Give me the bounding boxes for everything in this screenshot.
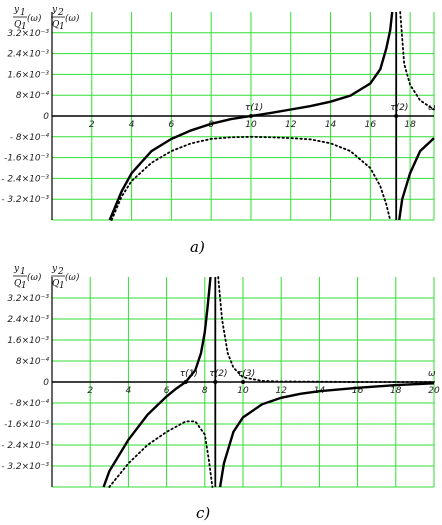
series-line-dotted [399,11,435,111]
svg-text:2: 2 [57,267,64,277]
y-tick-label: 3.2×10⁻³ [7,294,49,304]
svg-text:1: 1 [20,8,26,18]
y-tick-label: -1.6×10⁻³ [4,420,49,430]
x-tick-label: 2 [89,120,95,130]
x-tick-label: 6 [169,120,175,130]
y-tick-label: - 3.2×10⁻³ [1,195,49,205]
svg-text:Q: Q [14,279,22,289]
x-tick-label: 8 [202,386,208,396]
svg-text:1: 1 [59,281,65,291]
x-tick-label: 12 [285,120,297,130]
plot-area: 2 4 6 8 10 12 14 16 183.2×10⁻³2.4×10⁻³1.6×10⁻³8×… [1,11,436,221]
series-line-dotted [110,135,392,221]
tau-label: τ(1) [245,103,263,113]
series-line-solid [102,276,212,488]
y-tick-label: -1.6×10⁻³ [4,154,49,164]
tau-label: τ(2) [209,369,227,379]
svg-text:(ω): (ω) [65,272,80,283]
svg-text:1: 1 [21,22,27,32]
x-tick-label: 4 [126,386,132,396]
y-tick-label: 0 [43,378,49,388]
y-tick-label: 1.6×10⁻³ [7,70,49,80]
x-tick-label: 16 [352,386,364,396]
series-line-solid [218,382,435,488]
y-tick-label: 8×10⁻⁴ [16,357,49,367]
svg-text:1: 1 [20,267,26,277]
caption-c: c) [196,504,210,522]
x-tick-label: 6 [164,386,170,396]
svg-text:Q: Q [14,20,22,30]
y-tick-label: 3.2×10⁻³ [7,29,49,39]
tau-marker [183,380,188,384]
svg-text:y: y [13,264,20,274]
series-line-dotted [217,276,435,383]
svg-text:Q: Q [52,20,60,30]
svg-text:y: y [13,5,20,15]
svg-text:(ω): (ω) [65,13,80,24]
svg-text:Q: Q [52,279,60,289]
svg-text:2: 2 [57,8,64,18]
y-tick-label: - 8×10⁻⁴ [10,399,50,409]
tau-label: τ(3) [237,369,255,379]
x-tick-label: 10 [237,386,249,396]
x-axis-label: ω [428,103,436,113]
x-tick-label: 4 [129,120,135,130]
y-tick-label: 2.4×10⁻³ [7,315,49,325]
tau-marker [213,380,218,384]
svg-text:1: 1 [21,281,27,291]
y-tick-label: 8×10⁻⁴ [16,91,49,101]
x-tick-label: 14 [325,120,337,130]
svg-text:(ω): (ω) [27,13,42,24]
tau-label: τ(2) [390,103,408,113]
y-tick-label: - 8×10⁻⁴ [10,133,50,143]
y-axis-label-a: y 1 Q 1 (ω) y 2 Q 1 (ω) [13,5,80,32]
x-tick-label: 18 [404,120,416,130]
y-tick-label: 2.4×10⁻³ [7,50,49,60]
svg-text:1: 1 [59,22,65,32]
y-tick-label: - 2.4×10⁻³ [1,174,49,184]
x-tick-label: 10 [245,120,257,130]
x-tick-label: 12 [275,386,287,396]
series-line-solid [108,11,394,221]
svg-text:y: y [51,264,58,274]
y-axis-label-c: y 1 Q 1 (ω) y 2 Q 1 (ω) [13,264,80,291]
caption-a: a) [190,238,205,256]
series-line-solid [398,137,435,221]
y-tick-label: 1.6×10⁻³ [7,336,49,346]
plot-area: 2 4 6 8 10 12 14 16 18 203.2×10⁻³2.4×10⁻³1.6×10⁻³… [1,276,440,488]
svg-text:y: y [51,5,58,15]
svg-text:(ω): (ω) [27,272,42,283]
tau-label: τ(1) [180,369,198,379]
y-tick-label: 0 [43,112,49,122]
y-tick-label: - 2.4×10⁻³ [1,441,49,451]
x-tick-label: 18 [390,386,402,396]
chart-c: 2 4 6 8 10 12 14 16 18 203.2×10⁻³2.4×10⁻³1.6×10⁻³… [1,264,440,522]
x-tick-label: 2 [87,386,93,396]
tau-marker [394,114,399,118]
chart-a: 2 4 6 8 10 12 14 16 183.2×10⁻³2.4×10⁻³1.6×10⁻³8×… [1,5,436,256]
y-tick-label: - 3.2×10⁻³ [1,462,49,472]
series-line-dotted [108,420,214,488]
tau-marker [248,114,253,118]
x-axis-label: ω [428,369,436,379]
x-tick-label: 16 [365,120,377,130]
tau-marker [241,380,245,384]
x-tick-label: 20 [428,386,440,396]
